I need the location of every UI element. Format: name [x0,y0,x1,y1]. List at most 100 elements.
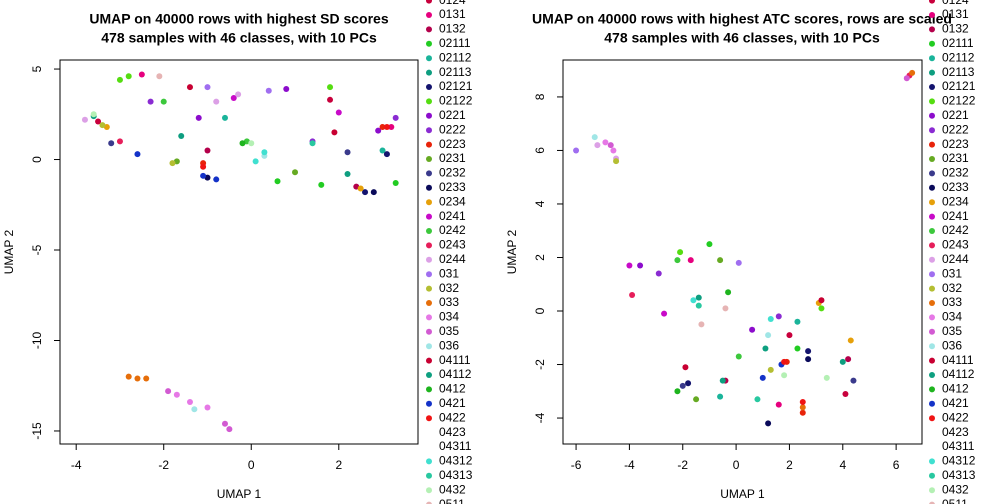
point [674,388,681,395]
legend-label: 0232 [439,166,466,180]
x-tick-label: 6 [893,458,900,472]
legend-label: 0222 [942,122,969,136]
legend-label: 0423 [439,425,466,439]
point [903,75,910,82]
legend-marker [426,156,432,162]
legend-marker [426,444,432,450]
point [677,249,684,256]
point [690,297,697,304]
legend-label: 0241 [439,209,466,223]
point [375,127,382,134]
legend-marker [426,69,432,76]
legend-label: 0432 [942,482,969,496]
point [775,401,782,408]
point [178,133,185,140]
point [786,332,793,339]
y-tick-label: 0 [533,307,547,314]
legend-label: 0511 [439,497,465,504]
point [191,406,198,413]
x-tick-label: -2 [677,458,688,472]
point [147,98,154,105]
legend-marker [929,0,935,4]
point [682,364,689,371]
legend-label: 0221 [942,108,969,122]
y-tick-label: 8 [533,93,547,100]
chart-title: UMAP on 40000 rows with highest SD score… [89,11,388,27]
legend-marker [426,98,432,105]
legend-marker [426,199,432,206]
point [134,151,141,158]
point [186,84,193,91]
point [327,96,334,103]
point [292,169,299,176]
legend-marker [929,271,935,278]
legend-marker [929,199,935,206]
legend-marker [929,372,935,378]
y-tick-label: -5 [30,244,44,255]
point [392,114,399,121]
y-tick-label: 0 [30,156,44,163]
legend-label: 02111 [439,36,471,50]
point [344,171,351,178]
point [116,138,123,145]
legend-marker [929,357,935,364]
legend-marker [426,40,432,47]
panel-frame [562,59,923,445]
legend-label: 0234 [942,194,969,208]
point [331,129,338,136]
point [762,345,769,352]
point [230,95,237,102]
legend-marker [426,300,432,306]
point [370,189,377,196]
legend-marker [426,415,432,422]
x-tick-label: -6 [571,458,582,472]
legend-marker [426,213,432,220]
point [235,91,242,98]
legend-marker [426,285,432,292]
x-axis-label: UMAP 1 [720,487,765,501]
point [335,109,342,116]
legend-label: 034 [439,310,459,324]
legend-label: 0234 [439,194,466,208]
point [200,163,207,170]
legend-label: 02122 [439,94,473,108]
point [283,85,290,92]
legend-marker [426,55,432,62]
legend-label: 0422 [439,410,466,424]
point [799,398,806,405]
point [195,114,202,121]
legend-label: 0124 [942,0,969,7]
point [392,180,399,187]
point [629,291,636,298]
legend-marker [929,444,935,450]
point [799,409,806,416]
legend-marker [929,184,935,191]
x-tick-label: 0 [248,458,255,472]
point [842,390,849,397]
legend-label: 0421 [942,396,969,410]
legend-marker [929,141,935,148]
point [221,420,228,427]
point [81,116,88,123]
legend-label: 02122 [942,94,976,108]
point [767,316,774,323]
legend-label: 04112 [439,367,472,381]
legend-marker [929,40,935,47]
y-tick-label: 6 [533,147,547,154]
point [116,76,123,83]
point [775,313,782,320]
legend-label: 0223 [942,137,969,151]
legend-label: 0423 [942,425,969,439]
point [160,98,167,105]
point [749,326,756,333]
legend-marker [929,170,935,177]
legend-label: 0422 [942,410,969,424]
point [252,158,259,165]
legend-label: 032 [942,281,962,295]
point [204,404,211,411]
legend-marker [929,228,935,234]
legend-label: 0233 [942,180,969,194]
point [799,404,806,411]
chart-subtitle: 478 samples with 46 classes, with 10 PCs [604,30,880,46]
x-tick-label: 2 [786,458,793,472]
